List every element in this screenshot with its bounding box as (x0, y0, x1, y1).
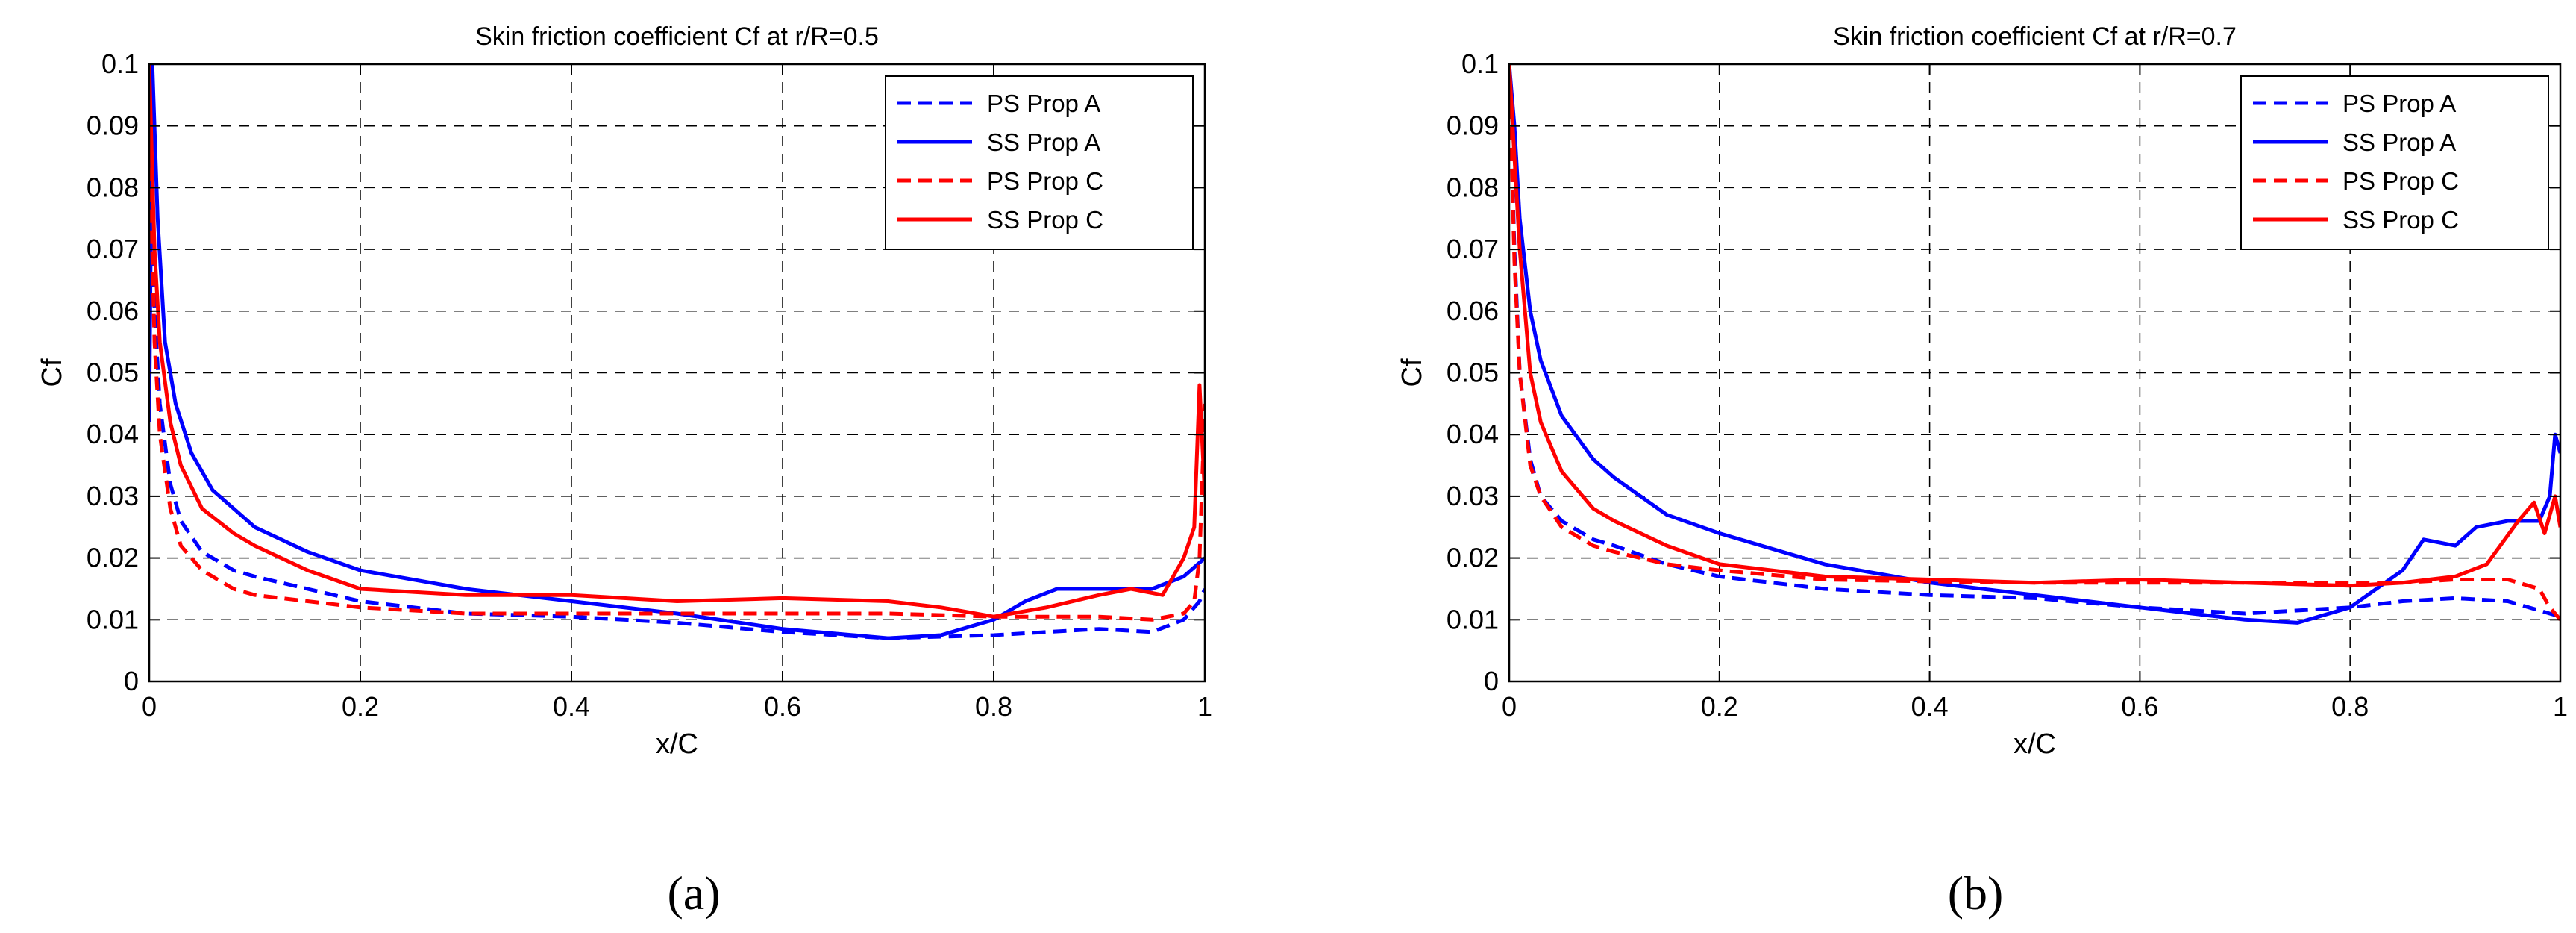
b-legend: PS Prop A SS Prop A PS Prop C SS Prop C (2240, 75, 2549, 250)
b-ytick-label-6: 0.06 (1447, 296, 1499, 326)
a-xtick-label-2: 0.4 (553, 691, 590, 722)
b-series-group (1509, 64, 2560, 625)
b-chart-title: Skin friction coefficient Cf at r/R=0.7 (1833, 22, 2237, 51)
caption-b: (b) (1948, 867, 2004, 920)
b-legend-label-3: SS Prop C (2342, 206, 2459, 234)
a-xtick-label-3: 0.6 (764, 691, 801, 722)
b-series-ps-prop-c (1509, 64, 2560, 621)
b-ytick-label-9: 0.09 (1447, 110, 1499, 141)
b-ytick-label-4: 0.04 (1447, 419, 1499, 449)
b-legend-label-1: SS Prop A (2342, 128, 2456, 156)
b-legend-label-2: PS Prop C (2342, 167, 2459, 195)
a-ytick-label-9: 0.09 (87, 110, 139, 141)
b-xtick-label-2: 0.4 (1911, 691, 1949, 722)
a-series-group (149, 64, 1205, 640)
a-ytick-label-8: 0.08 (87, 172, 139, 202)
a-ytick-label-4: 0.04 (87, 419, 139, 449)
b-series-ss-prop-a (1509, 64, 2560, 625)
a-series-ss-prop-c (149, 64, 1205, 619)
b-y-axis-label: Cf (1397, 358, 1428, 387)
a-chart-title: Skin friction coefficient Cf at r/R=0.5 (475, 22, 879, 51)
panel-a: 0 0.2 0.4 0.6 0.8 1 0 0.01 0.02 0.03 0.04 0.05 0.06 0… (37, 22, 1212, 760)
a-ytick-label-10: 0.1 (101, 49, 139, 79)
a-xtick-label-1: 0.2 (342, 691, 379, 722)
a-ytick-label-5: 0.05 (87, 358, 139, 388)
a-ytick-label-6: 0.06 (87, 296, 139, 326)
a-xtick-label-4: 0.8 (975, 691, 1012, 722)
b-x-axis-label: x/C (2014, 728, 2056, 760)
a-legend-label-2: PS Prop C (987, 167, 1103, 195)
b-ytick-label-0: 0 (1484, 666, 1499, 696)
b-ytick-label-3: 0.03 (1447, 481, 1499, 511)
b-ytick-label-8: 0.08 (1447, 172, 1499, 202)
a-legend-label-3: SS Prop C (987, 206, 1103, 234)
a-ytick-label-0: 0 (124, 666, 139, 696)
a-ytick-label-1: 0.01 (87, 604, 139, 634)
a-ytick-label-3: 0.03 (87, 481, 139, 511)
b-xtick-label-0: 0 (1502, 691, 1517, 722)
a-legend-label-1: SS Prop A (987, 128, 1100, 156)
b-legend-label-0: PS Prop A (2342, 90, 2456, 117)
b-xtick-label-4: 0.8 (2331, 691, 2369, 722)
b-ytick-label-2: 0.02 (1447, 543, 1499, 573)
a-x-axis-label: x/C (656, 728, 698, 760)
a-ytick-label-2: 0.02 (87, 543, 139, 573)
b-ytick-label-10: 0.1 (1461, 49, 1499, 79)
b-xtick-label-1: 0.2 (1701, 691, 1738, 722)
a-series-ps-prop-c (149, 125, 1205, 622)
b-series-ss-prop-c (1509, 64, 2560, 588)
a-xtick-label-0: 0 (142, 691, 157, 722)
panel-b: 0 0.2 0.4 0.6 0.8 1 0 0.01 0.02 0.03 0.04 0.05 0.06 0… (1397, 22, 2568, 760)
caption-a: (a) (667, 867, 720, 920)
b-ytick-label-7: 0.07 (1447, 234, 1499, 264)
b-ytick-label-1: 0.01 (1447, 604, 1499, 634)
a-legend: PS Prop A SS Prop A PS Prop C SS Prop C (885, 75, 1194, 250)
b-xtick-label-3: 0.6 (2121, 691, 2158, 722)
a-ytick-label-7: 0.07 (87, 234, 139, 264)
b-xtick-label-5: 1 (2553, 691, 2568, 722)
a-xtick-label-5: 1 (1197, 691, 1212, 722)
a-y-axis-label: Cf (37, 358, 68, 387)
b-ytick-label-5: 0.05 (1447, 358, 1499, 388)
a-legend-label-0: PS Prop A (987, 90, 1100, 117)
